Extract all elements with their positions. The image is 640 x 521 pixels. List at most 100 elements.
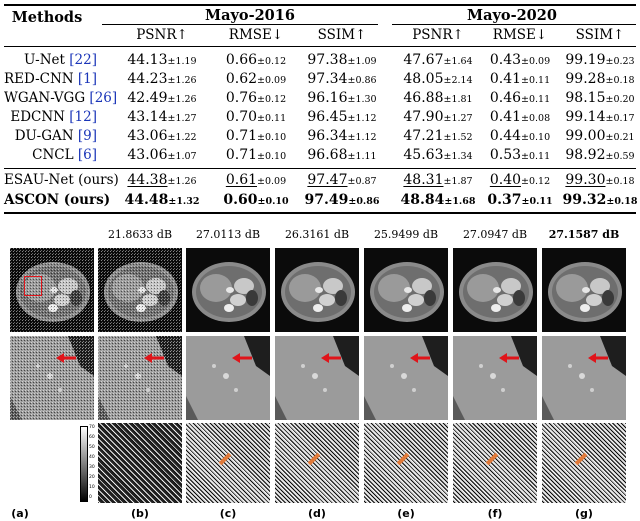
group-header-mayo2020: Mayo-2020 bbox=[467, 7, 557, 24]
roi-box bbox=[24, 276, 42, 296]
metric-mean: 97.38 bbox=[307, 52, 348, 68]
ct-slice-image bbox=[542, 248, 626, 332]
metric-value: 0.71±0.10 bbox=[214, 128, 298, 144]
metric-mean: 97.34 bbox=[307, 71, 348, 87]
colorbar-tick-label: 50 bbox=[89, 445, 95, 450]
panel-label: (b) bbox=[131, 507, 149, 520]
method-name: DU-GAN [9] bbox=[4, 128, 97, 144]
metric-value: 97.34±0.86 bbox=[300, 71, 384, 87]
metric-value: 96.45±1.12 bbox=[300, 109, 384, 125]
method-label: EDCNN bbox=[10, 109, 65, 125]
metric-std: ±1.11 bbox=[347, 151, 377, 162]
metric-value: 0.41±0.08 bbox=[478, 109, 562, 125]
metric-std: ±0.18 bbox=[606, 196, 638, 207]
metric-std: ±1.22 bbox=[167, 132, 197, 143]
method-name: U-Net [22] bbox=[4, 52, 97, 68]
metric-value: 0.76±0.12 bbox=[214, 90, 298, 106]
zoomed-roi-image bbox=[453, 336, 537, 420]
metric-std: ±0.11 bbox=[257, 113, 287, 124]
metric-std: ±0.86 bbox=[347, 75, 377, 86]
metric-value: 0.66±0.12 bbox=[214, 52, 298, 68]
metric-mean: 98.92 bbox=[565, 147, 606, 163]
psnr-label: 21.8633 dB bbox=[107, 228, 173, 241]
metric-value: 97.47±0.87 bbox=[300, 172, 384, 188]
psnr-label: 25.9499 dB bbox=[373, 228, 439, 241]
metric-mean: 99.30 bbox=[565, 172, 606, 188]
zoomed-roi-image bbox=[186, 336, 270, 420]
header-rule bbox=[4, 46, 636, 47]
metric-std: ±1.52 bbox=[443, 132, 473, 143]
method-label: CNCL bbox=[32, 147, 74, 163]
metric-mean: 42.49 bbox=[127, 90, 168, 106]
metric-value: 48.05±2.14 bbox=[396, 71, 480, 87]
colorbar-tick-label: 60 bbox=[89, 435, 95, 440]
metric-std: ±1.32 bbox=[168, 196, 200, 207]
metric-std: ±0.09 bbox=[521, 56, 551, 67]
colorbar-tick-label: 70 bbox=[89, 425, 95, 430]
metric-std: ±1.87 bbox=[443, 176, 473, 187]
metric-mean: 98.15 bbox=[565, 90, 606, 106]
metric-mean: 99.14 bbox=[565, 109, 606, 125]
citation-link[interactable]: [9] bbox=[77, 128, 97, 144]
panel-label: (a) bbox=[11, 507, 29, 520]
metric-mean: 99.00 bbox=[565, 128, 606, 144]
method-label: RED-CNN bbox=[4, 71, 74, 87]
metric-value: 44.38±1.26 bbox=[120, 172, 204, 188]
metric-mean: 0.62 bbox=[225, 71, 258, 87]
metric-std: ±0.23 bbox=[605, 56, 635, 67]
metric-std: ±0.86 bbox=[348, 196, 380, 207]
metric-mean: 47.67 bbox=[403, 52, 444, 68]
metric-mean: 0.70 bbox=[225, 109, 258, 125]
citation-link[interactable]: [12] bbox=[69, 109, 97, 125]
metric-std: ±0.21 bbox=[605, 132, 635, 143]
metric-mean: 96.68 bbox=[307, 147, 348, 163]
metric-std: ±1.12 bbox=[347, 113, 377, 124]
metric-value: 44.48±1.32 bbox=[120, 192, 204, 208]
method-name: ASCON (ours) bbox=[4, 192, 110, 208]
metric-value: 44.23±1.26 bbox=[120, 71, 204, 87]
group-rule-mayo2016 bbox=[102, 24, 378, 25]
group-rule-mayo2020 bbox=[392, 24, 636, 25]
metric-mean: 0.41 bbox=[489, 71, 522, 87]
metric-header: PSNR↑ bbox=[136, 27, 188, 43]
metric-std: ±2.14 bbox=[443, 75, 473, 86]
metric-mean: 96.45 bbox=[307, 109, 348, 125]
metric-std: ±0.11 bbox=[521, 151, 551, 162]
ct-slice-image bbox=[453, 248, 537, 332]
method-name: RED-CNN [1] bbox=[4, 71, 97, 87]
ours-rule bbox=[4, 168, 636, 169]
citation-link[interactable]: [22] bbox=[69, 52, 97, 68]
citation-link[interactable]: [6] bbox=[77, 147, 97, 163]
metric-mean: 96.16 bbox=[307, 90, 348, 106]
metric-mean: 0.37 bbox=[487, 192, 522, 208]
citation-link[interactable]: [26] bbox=[89, 90, 118, 106]
error-highlight-mark bbox=[574, 452, 588, 466]
method-name: EDCNN [12] bbox=[4, 109, 97, 125]
metric-value: 43.06±1.07 bbox=[120, 147, 204, 163]
metric-mean: 0.40 bbox=[489, 172, 522, 188]
metric-std: ±0.11 bbox=[521, 94, 551, 105]
metric-value: 47.90±1.27 bbox=[396, 109, 480, 125]
results-table: Methods Mayo-2016 Mayo-2020 PSNR↑ RMSE↓ … bbox=[0, 0, 640, 218]
metric-value: 0.62±0.09 bbox=[214, 71, 298, 87]
zoomed-roi-image bbox=[542, 336, 626, 420]
metric-std: ±0.11 bbox=[521, 196, 553, 207]
metric-mean: 99.19 bbox=[565, 52, 606, 68]
zoomed-roi-image bbox=[10, 336, 94, 420]
citation-link[interactable]: [1] bbox=[77, 71, 98, 87]
metric-std: ±0.10 bbox=[521, 132, 551, 143]
metric-mean: 44.23 bbox=[127, 71, 168, 87]
panel-label: (e) bbox=[397, 507, 415, 520]
metric-value: 43.06±1.22 bbox=[120, 128, 204, 144]
metric-value: 98.15±0.20 bbox=[558, 90, 640, 106]
psnr-label: 26.3161 dB bbox=[284, 228, 350, 241]
metric-std: ±0.18 bbox=[605, 176, 635, 187]
metric-value: 97.38±1.09 bbox=[300, 52, 384, 68]
top-rule bbox=[4, 4, 636, 6]
error-highlight-mark bbox=[307, 452, 321, 466]
method-name: CNCL [6] bbox=[4, 147, 97, 163]
metric-mean: 43.06 bbox=[127, 128, 168, 144]
metric-value: 97.49±0.86 bbox=[300, 192, 384, 208]
metric-std: ±0.20 bbox=[605, 94, 635, 105]
zoomed-roi-image bbox=[364, 336, 448, 420]
